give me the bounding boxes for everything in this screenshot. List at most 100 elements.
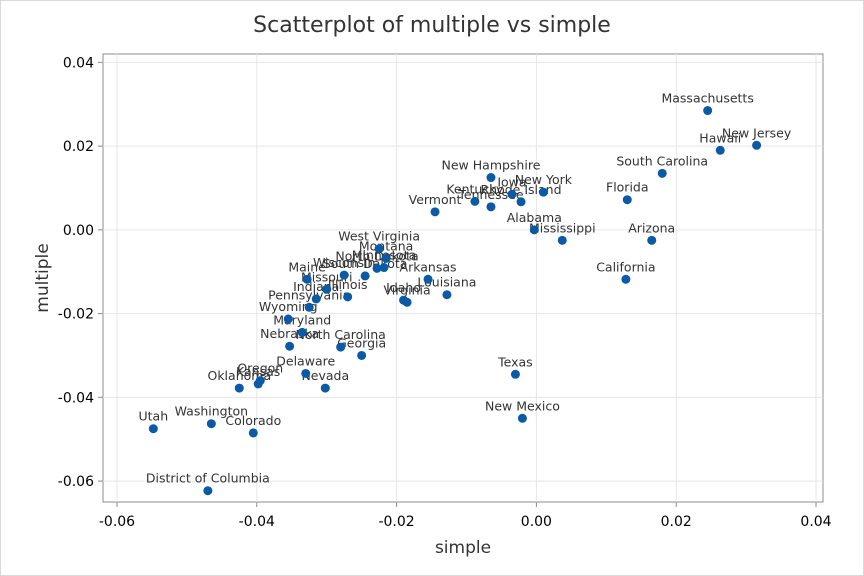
data-point bbox=[703, 106, 713, 116]
point-label: Kentucky bbox=[446, 181, 504, 196]
data-point bbox=[470, 196, 480, 206]
point-label: Missouri bbox=[301, 269, 352, 284]
plot-area bbox=[102, 53, 824, 503]
data-point bbox=[622, 195, 632, 205]
point-label: Texas bbox=[497, 354, 533, 369]
point-label: District of Columbia bbox=[146, 471, 270, 486]
point-label: Vermont bbox=[409, 192, 462, 207]
data-point bbox=[379, 263, 389, 273]
point-label: North Carolina bbox=[295, 327, 385, 342]
point-label: New Jersey bbox=[722, 125, 792, 140]
point-label: Kansas bbox=[236, 364, 280, 379]
x-tick-label: -0.06 bbox=[99, 514, 135, 530]
data-points bbox=[148, 106, 762, 496]
data-point bbox=[442, 290, 452, 300]
point-label: Mississippi bbox=[529, 220, 596, 235]
y-tick-label: 0.02 bbox=[63, 139, 94, 155]
point-label: Maryland bbox=[273, 312, 331, 327]
chart-title: Scatterplot of multiple vs simple bbox=[253, 13, 611, 38]
data-point bbox=[320, 383, 330, 393]
data-point bbox=[343, 292, 353, 302]
data-point bbox=[647, 235, 657, 245]
data-point bbox=[203, 486, 213, 496]
point-label: West Virginia bbox=[338, 229, 420, 244]
data-point bbox=[510, 369, 520, 379]
point-label: Washington bbox=[175, 404, 248, 419]
data-point bbox=[148, 424, 158, 434]
y-tick-label: 0.00 bbox=[63, 223, 94, 239]
data-point bbox=[322, 284, 332, 294]
data-point bbox=[402, 297, 412, 307]
data-point bbox=[372, 263, 382, 273]
point-label: Oregon bbox=[237, 361, 283, 376]
data-point bbox=[248, 428, 258, 438]
data-point bbox=[529, 225, 539, 235]
data-point bbox=[507, 189, 517, 199]
data-point bbox=[381, 253, 391, 263]
axes: -0.06 -0.04 -0.02 0.00 0.02 0.04 -0.06 -0.04 -0.… bbox=[58, 55, 832, 530]
data-point bbox=[516, 197, 526, 207]
data-point bbox=[253, 379, 263, 389]
data-point bbox=[423, 274, 433, 284]
point-label: Nevada bbox=[301, 368, 349, 383]
x-tick-label: -0.04 bbox=[239, 514, 275, 530]
data-point bbox=[357, 350, 367, 360]
point-label: Iowa bbox=[497, 174, 526, 189]
point-label: Delaware bbox=[276, 353, 335, 368]
data-point bbox=[360, 271, 370, 281]
y-axis-label: multiple bbox=[33, 243, 53, 312]
point-label: Montana bbox=[359, 238, 414, 253]
data-point bbox=[486, 202, 496, 212]
data-point bbox=[715, 145, 725, 155]
point-label: Illinois bbox=[328, 277, 368, 292]
point-label: Arkansas bbox=[400, 259, 457, 274]
x-tick-label: 0.00 bbox=[521, 514, 552, 530]
data-point bbox=[206, 419, 216, 429]
point-label: Arizona bbox=[628, 220, 675, 235]
point-label: South Carolina bbox=[616, 153, 708, 168]
data-point bbox=[283, 314, 293, 324]
point-label: New Hampshire bbox=[442, 158, 541, 173]
data-point bbox=[311, 294, 321, 304]
x-tick-label: 0.04 bbox=[800, 514, 831, 530]
point-label: California bbox=[596, 259, 655, 274]
x-tick-label: 0.02 bbox=[661, 514, 692, 530]
point-label: Wyoming bbox=[259, 299, 318, 314]
point-label: Colorado bbox=[225, 413, 281, 428]
data-point bbox=[336, 342, 346, 352]
data-point bbox=[517, 413, 527, 423]
point-label: Utah bbox=[139, 409, 169, 424]
data-point bbox=[285, 341, 295, 351]
point-label: North Dakota bbox=[335, 248, 418, 263]
point-label: Massachusetts bbox=[661, 91, 753, 106]
data-point bbox=[538, 187, 548, 197]
point-label: Oklahoma bbox=[207, 368, 271, 383]
data-point bbox=[339, 270, 349, 280]
y-tick-label: -0.06 bbox=[58, 474, 94, 490]
x-axis-label: simple bbox=[435, 538, 491, 558]
point-label: Florida bbox=[606, 180, 649, 195]
data-point bbox=[302, 274, 312, 284]
point-label: New Mexico bbox=[485, 398, 560, 413]
data-point bbox=[430, 207, 440, 217]
grid bbox=[103, 54, 823, 502]
y-tick-label: -0.04 bbox=[58, 390, 94, 406]
data-point bbox=[304, 302, 314, 312]
data-point bbox=[752, 140, 762, 150]
y-tick-label: -0.02 bbox=[58, 307, 94, 323]
point-label: Alabama bbox=[507, 210, 562, 225]
data-point bbox=[557, 235, 567, 245]
data-point bbox=[234, 383, 244, 393]
point-label: New York bbox=[515, 172, 573, 187]
x-tick-label: -0.02 bbox=[378, 514, 414, 530]
data-point bbox=[657, 168, 667, 178]
point-label: Georgia bbox=[337, 335, 386, 350]
point-label: Virginia bbox=[384, 282, 431, 297]
point-label: Wisconsin bbox=[313, 255, 375, 270]
data-point bbox=[486, 173, 496, 183]
point-label: Idaho bbox=[386, 280, 421, 295]
data-point bbox=[297, 327, 307, 337]
data-point bbox=[301, 368, 311, 378]
data-point bbox=[374, 244, 384, 254]
